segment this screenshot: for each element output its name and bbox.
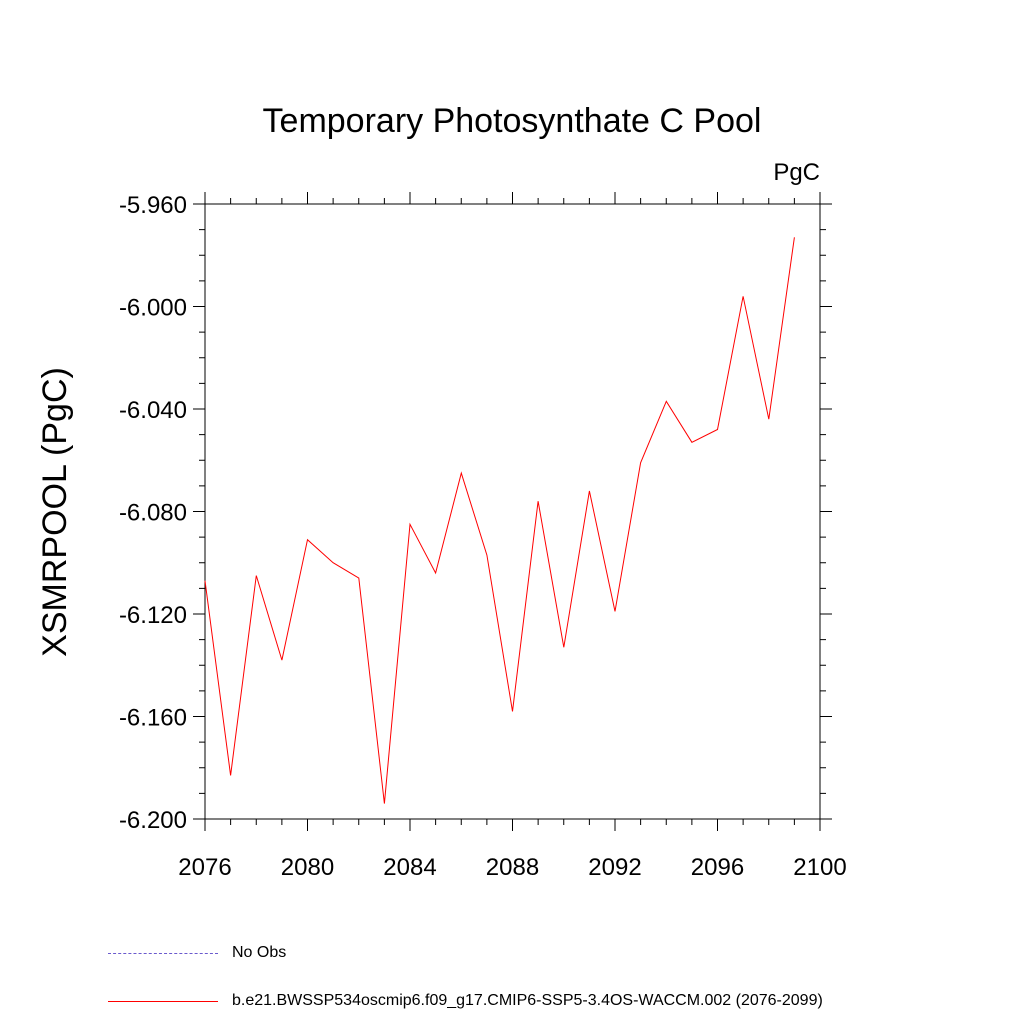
series-line-model-run [204,237,795,804]
y-tick-label: -6.080 [119,500,187,527]
x-tick-label: 2080 [281,854,334,881]
axis-ticks [193,192,832,831]
x-tick-label: 2100 [793,854,846,881]
plot-frame [204,203,821,820]
y-tick-label: -6.200 [119,807,187,834]
legend-item-no-obs: No Obs [108,944,286,962]
chart-title: Temporary Photosynthate C Pool [263,102,762,140]
units-label: PgC [773,159,820,186]
x-tick-label: 2088 [486,854,539,881]
y-tick-label: -5.960 [119,192,187,219]
x-tick-label: 2084 [383,854,436,881]
x-tick-labels: 2076 2080 2084 2088 2092 2096 2100 [178,854,846,881]
legend-label: b.e21.BWSSP534oscmip6.f09_g17.CMIP6-SSP5… [232,992,823,1009]
legend-label: No Obs [232,944,287,961]
series-layer [204,237,795,804]
legend-dashed-line [108,952,218,954]
y-axis-label: XSMRPOOL (PgC) [36,367,74,657]
y-tick-label: -6.040 [119,397,187,424]
y-tick-label: -6.000 [119,295,187,322]
y-tick-labels: -6.200 -6.160 -6.120 -6.080 -6.040 -6.000 -5.9… [119,192,187,834]
y-tick-label: -6.160 [119,705,187,732]
x-tick-label: 2096 [691,854,744,881]
y-tick-label: -6.120 [119,602,187,629]
x-tick-label: 2092 [588,854,641,881]
x-tick-label: 2076 [178,854,231,881]
legend-solid-line [108,1000,218,1002]
legend-item-model-run: b.e21.BWSSP534oscmip6.f09_g17.CMIP6-SSP5… [108,992,823,1010]
